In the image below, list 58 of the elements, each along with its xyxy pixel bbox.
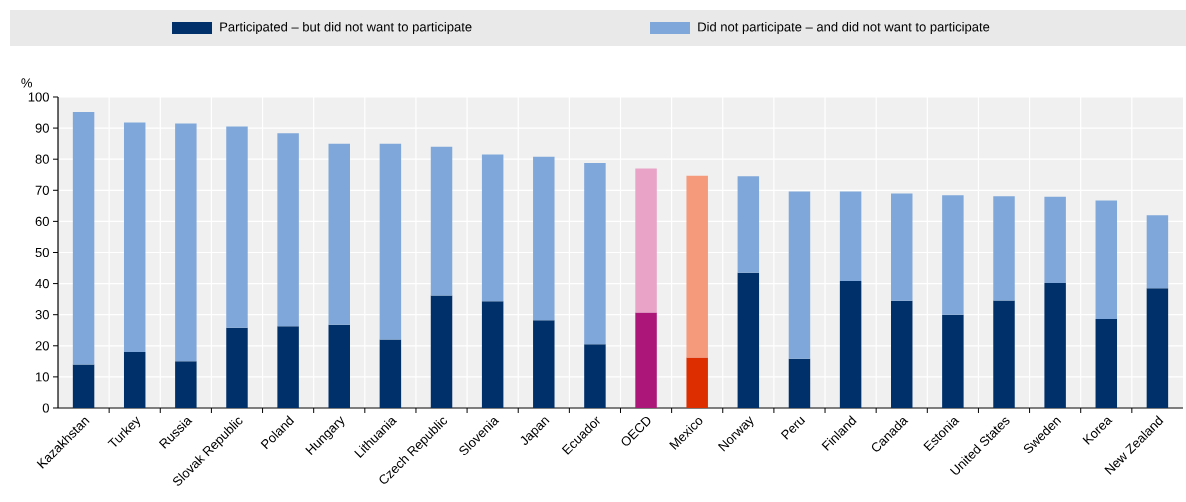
bar bbox=[430, 146, 453, 296]
y-tick-label: 50 bbox=[35, 247, 49, 258]
bar bbox=[277, 133, 299, 327]
bar bbox=[788, 358, 811, 408]
y-tick-label: 60 bbox=[35, 216, 49, 226]
bar bbox=[584, 344, 606, 408]
bar bbox=[1095, 319, 1118, 408]
bar bbox=[737, 272, 760, 408]
bar bbox=[1044, 196, 1066, 283]
bar bbox=[891, 300, 913, 408]
bar bbox=[175, 361, 197, 408]
bar bbox=[226, 126, 248, 328]
bar bbox=[891, 193, 913, 301]
bar bbox=[942, 314, 964, 408]
y-tick-label: 30 bbox=[35, 310, 49, 320]
y-tick-label: 100 bbox=[28, 92, 49, 102]
bar bbox=[788, 191, 811, 359]
bar bbox=[533, 156, 555, 321]
y-tick-label: 40 bbox=[35, 278, 49, 289]
bar bbox=[123, 122, 146, 353]
bar bbox=[686, 175, 708, 358]
bar bbox=[993, 196, 1015, 301]
bar bbox=[72, 111, 95, 365]
bar bbox=[72, 364, 95, 408]
bar bbox=[379, 339, 402, 408]
y-tick-label: 0 bbox=[42, 403, 49, 413]
bar bbox=[533, 320, 555, 408]
y-tick-label: 80 bbox=[35, 154, 49, 164]
bar bbox=[328, 143, 350, 325]
bar bbox=[1146, 288, 1169, 408]
y-tick-label: 10 bbox=[36, 372, 49, 382]
bar bbox=[379, 143, 402, 340]
bar bbox=[481, 154, 504, 302]
bar bbox=[1044, 282, 1066, 408]
bar bbox=[1146, 215, 1169, 289]
bar bbox=[686, 357, 708, 408]
bar bbox=[635, 168, 657, 313]
bar bbox=[175, 123, 197, 362]
bar bbox=[839, 281, 862, 408]
bar bbox=[839, 191, 862, 282]
bar bbox=[226, 327, 248, 408]
bar bbox=[430, 295, 453, 408]
bar bbox=[737, 176, 760, 273]
legend-label: Participated – but did not want to participate bbox=[220, 21, 472, 35]
bar bbox=[635, 312, 657, 408]
y-tick-label: 20 bbox=[35, 341, 49, 351]
bar bbox=[942, 195, 964, 315]
bar bbox=[993, 300, 1015, 408]
y-tick-label: 90 bbox=[35, 123, 49, 133]
bar bbox=[481, 301, 504, 408]
legend-label: Did not participate – and did not want to participate bbox=[698, 21, 990, 35]
bar bbox=[328, 324, 350, 408]
bar bbox=[584, 162, 606, 345]
bar bbox=[123, 352, 146, 408]
y-tick-label: 70 bbox=[35, 185, 49, 195]
y-axis-title: % bbox=[21, 78, 33, 88]
bar bbox=[277, 326, 299, 408]
bar bbox=[1095, 200, 1118, 320]
